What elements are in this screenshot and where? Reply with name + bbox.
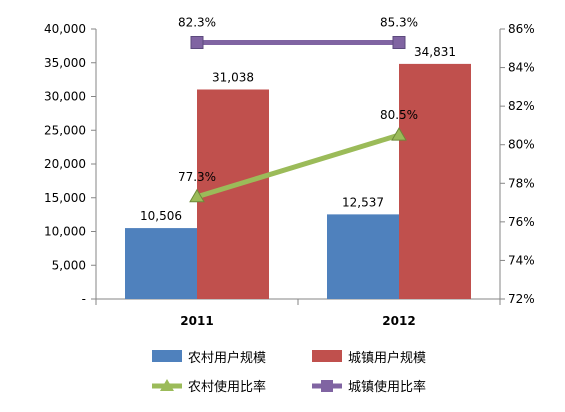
left-tick-label: 25,000 [44, 123, 86, 137]
right-tick-label: 80% [508, 138, 535, 152]
line-data-label: 85.3% [380, 16, 418, 30]
legend-label: 城镇使用比率 [348, 379, 426, 395]
category-label: 2012 [382, 314, 415, 328]
category-label: 2011 [180, 314, 213, 328]
legend-label: 农村使用比率 [188, 379, 266, 395]
square-marker [392, 36, 406, 49]
legend-square-marker [321, 380, 333, 392]
line-data-label: 82.3% [178, 16, 216, 30]
triangle-marker [189, 188, 205, 203]
left-tick-label: 35,000 [44, 56, 86, 70]
left-tick-label: 15,000 [44, 191, 86, 205]
left-tick-label: - [82, 292, 86, 306]
left-tick-label: 10,000 [44, 225, 86, 239]
legend-label: 农村用户规模 [188, 350, 266, 366]
square-marker [190, 36, 204, 49]
right-tick-label: 76% [508, 215, 535, 229]
right-tick-label: 84% [508, 61, 535, 75]
series-line [194, 132, 402, 200]
legend-triangle-marker [160, 379, 174, 391]
right-tick-label: 82% [508, 99, 535, 113]
bar-data-label: 31,038 [212, 70, 254, 84]
bar [399, 63, 471, 300]
line-data-label: 80.5% [380, 108, 418, 122]
plot-area: - 5,000 10,000 15,000 20,000 25,000 30,000 35,0… [44, 16, 535, 329]
left-tick-label: 40,000 [44, 22, 86, 36]
right-tick-label: 74% [508, 253, 535, 267]
bar [125, 228, 197, 299]
bar-data-label: 12,537 [342, 195, 384, 209]
legend-swatch [312, 350, 342, 362]
legend-swatch [152, 350, 182, 362]
left-tick-label: 20,000 [44, 157, 86, 171]
triangle-marker [391, 127, 407, 141]
bar-data-label: 10,506 [140, 209, 182, 223]
bar-data-label: 34,831 [414, 45, 456, 59]
right-tick-label: 72% [508, 292, 535, 306]
left-tick-label: 30,000 [44, 90, 86, 104]
left-tick-label: 5,000 [52, 258, 86, 272]
right-tick-label: 86% [508, 22, 535, 36]
right-tick-label: 78% [508, 176, 535, 190]
bar [327, 214, 399, 299]
line-data-label: 77.3% [178, 170, 216, 184]
legend-label: 城镇用户规模 [348, 350, 426, 366]
